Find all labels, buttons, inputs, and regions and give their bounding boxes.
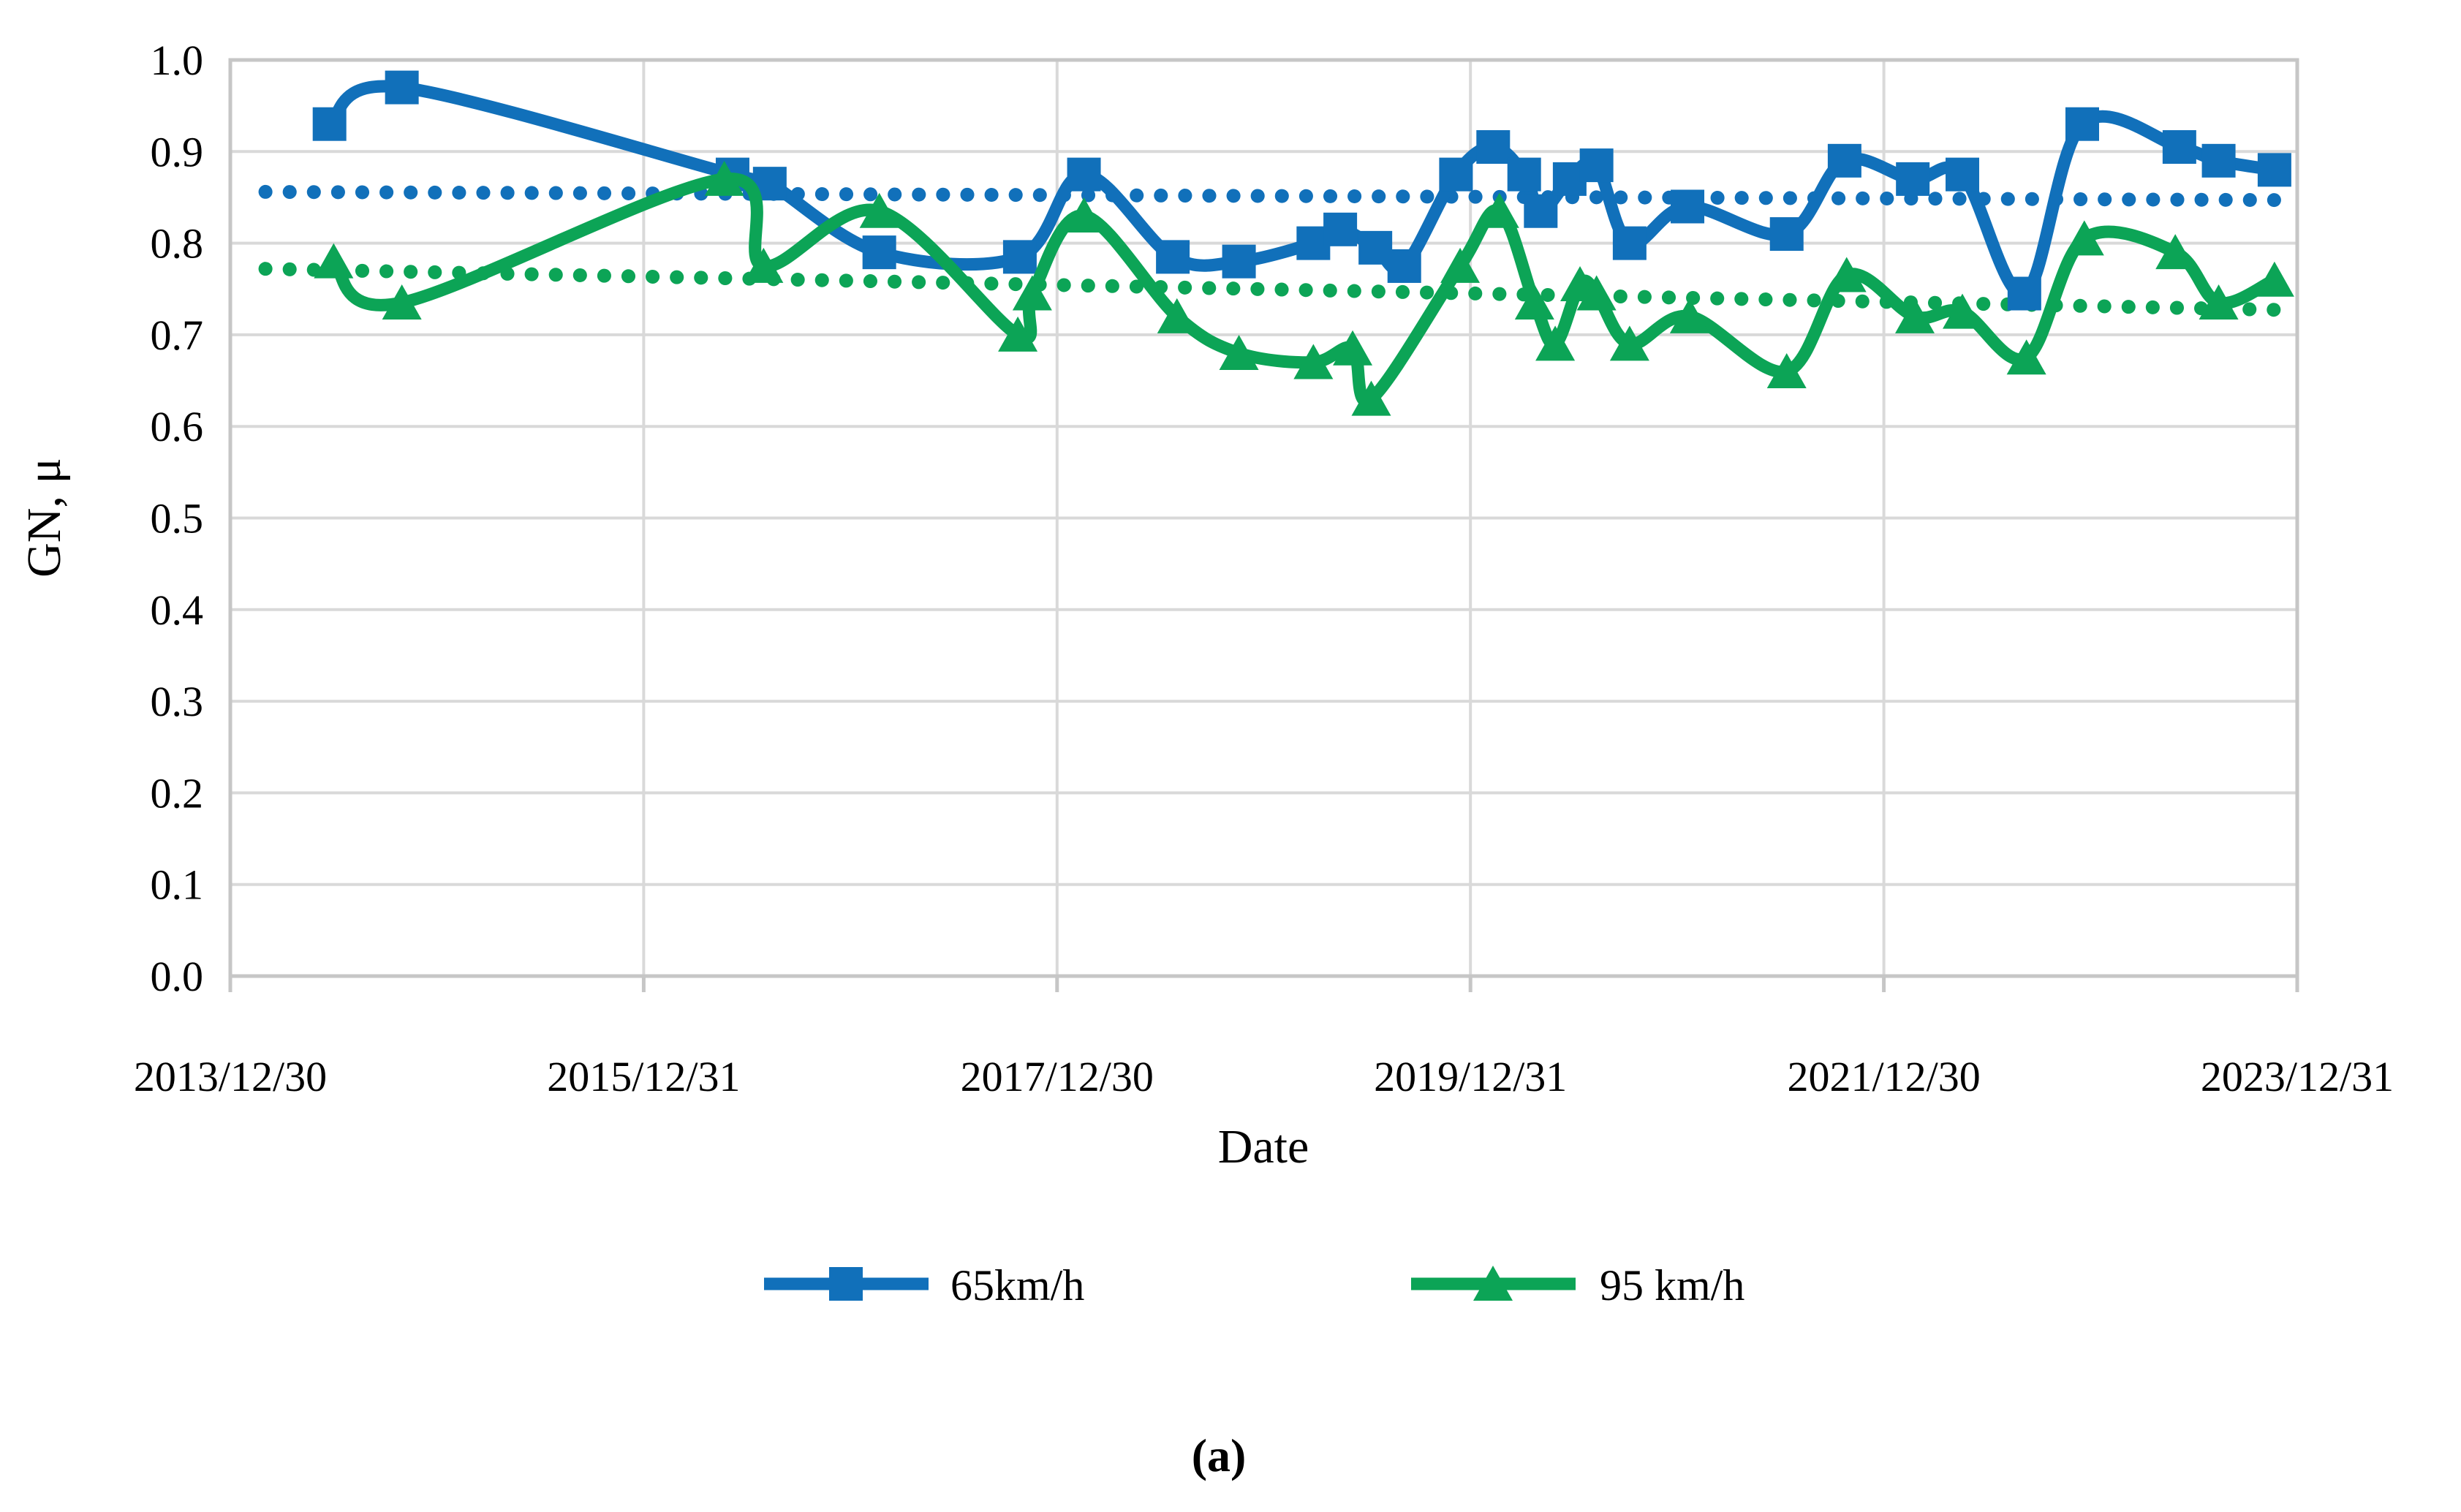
marker-triangle <box>1514 284 1554 320</box>
subfigure-caption: (a) <box>1192 1429 1247 1481</box>
marker-triangle <box>1064 197 1104 233</box>
marker-square <box>312 107 347 141</box>
marker-square <box>2201 143 2236 178</box>
marker-triangle <box>1293 344 1334 379</box>
legend-marker-65kmh <box>764 1267 929 1301</box>
series-markers-95kmh <box>314 160 2294 416</box>
legend-square-65kmh <box>829 1267 863 1301</box>
marker-triangle <box>1609 325 1649 361</box>
marker-triangle <box>2199 284 2239 320</box>
x-tick-label: 2015/12/31 <box>547 1053 740 1100</box>
marker-square <box>2162 130 2196 165</box>
x-tick-label: 2017/12/30 <box>961 1053 1154 1100</box>
marker-triangle <box>1440 247 1481 283</box>
x-tick-label: 2023/12/31 <box>2201 1053 2394 1100</box>
y-tick-label: 0.3 <box>151 678 204 725</box>
marker-square <box>1002 240 1037 274</box>
marker-triangle <box>2006 339 2046 375</box>
trendline-65kmh <box>258 184 2294 208</box>
x-axis-title: Date <box>1218 1120 1309 1173</box>
marker-square <box>1323 212 1358 246</box>
y-tick-label: 0.7 <box>151 311 204 359</box>
y-tick-label: 0.4 <box>151 586 204 634</box>
marker-square <box>2007 276 2041 311</box>
marker-square <box>862 235 896 270</box>
marker-square <box>1896 162 1930 196</box>
marker-triangle <box>1333 330 1373 366</box>
marker-triangle <box>2254 261 2294 297</box>
marker-triangle <box>859 192 899 228</box>
marker-triangle <box>1012 275 1052 311</box>
plot-border <box>228 58 2299 978</box>
gridlines <box>228 58 2299 978</box>
marker-square <box>1222 244 1256 279</box>
marker-square <box>2257 153 2291 187</box>
marker-triangle <box>1895 298 1935 333</box>
legend-triangle-95kmh <box>1473 1266 1513 1301</box>
marker-triangle <box>744 247 784 283</box>
marker-square <box>1358 230 1393 265</box>
marker-triangle <box>1479 192 1519 228</box>
x-tick-label: 2019/12/31 <box>1374 1053 1567 1100</box>
y-tick-label: 0.5 <box>151 495 204 543</box>
marker-square <box>2065 107 2099 141</box>
marker-square <box>1612 226 1647 260</box>
series-markers-65kmh <box>312 70 2291 311</box>
marker-triangle <box>1535 325 1576 361</box>
marker-triangle <box>1669 298 1709 333</box>
y-tick-label: 0.8 <box>151 220 204 268</box>
marker-triangle <box>704 160 744 196</box>
x-tick-label: 2021/12/30 <box>1787 1053 1980 1100</box>
trendlines <box>258 184 2294 317</box>
tick-labels: 0.0 0.1 0.2 0.3 0.4 0.5 0.6 0.7 0.8 0.9 1.0 2013/12… <box>134 37 2394 1100</box>
marker-triangle <box>1219 334 1259 370</box>
marker-square <box>1476 130 1511 165</box>
marker-triangle <box>382 284 422 320</box>
y-tick-label: 1.0 <box>151 37 204 84</box>
y-tick-label: 0.0 <box>151 953 204 1000</box>
marker-triangle <box>998 316 1038 352</box>
legend-marker-95kmh <box>1411 1266 1576 1301</box>
y-tick-label: 0.1 <box>151 861 204 909</box>
marker-triangle <box>1351 380 1391 416</box>
series-line-65kmh <box>323 80 2281 300</box>
marker-square <box>1067 157 1101 192</box>
trendline-95kmh <box>258 262 2294 317</box>
axis-ticks <box>228 976 2299 992</box>
marker-triangle <box>1826 257 1867 292</box>
legend-label-95kmh: 95 km/h <box>1600 1261 1744 1309</box>
x-tick-label: 2013/12/30 <box>134 1053 327 1100</box>
legend: 65km/h 95 km/h <box>764 1261 1744 1309</box>
marker-triangle <box>2155 234 2196 270</box>
marker-square <box>1439 157 1473 192</box>
marker-square <box>1156 240 1190 274</box>
marker-square <box>1387 249 1421 283</box>
marker-triangle <box>2064 220 2104 256</box>
marker-square <box>1507 157 1541 192</box>
marker-triangle <box>1766 353 1807 389</box>
marker-square <box>385 70 419 105</box>
data-series <box>312 70 2294 416</box>
marker-square <box>1827 143 1861 178</box>
y-axis-title: GN, μ <box>18 458 71 578</box>
legend-label-65kmh: 65km/h <box>950 1261 1084 1309</box>
series-95kmh <box>314 160 2294 416</box>
marker-square <box>1579 148 1614 183</box>
y-tick-label: 0.6 <box>151 403 204 450</box>
series-65kmh <box>312 70 2291 311</box>
marker-square <box>1946 157 1980 192</box>
marker-triangle <box>1943 293 1983 329</box>
marker-triangle <box>1576 275 1617 311</box>
y-tick-label: 0.2 <box>151 769 204 817</box>
marker-triangle <box>314 243 354 279</box>
marker-triangle <box>1157 298 1197 333</box>
marker-square <box>1671 189 1705 224</box>
marker-square <box>1769 217 1804 252</box>
marker-square <box>1524 194 1558 228</box>
y-tick-label: 0.9 <box>151 128 204 175</box>
